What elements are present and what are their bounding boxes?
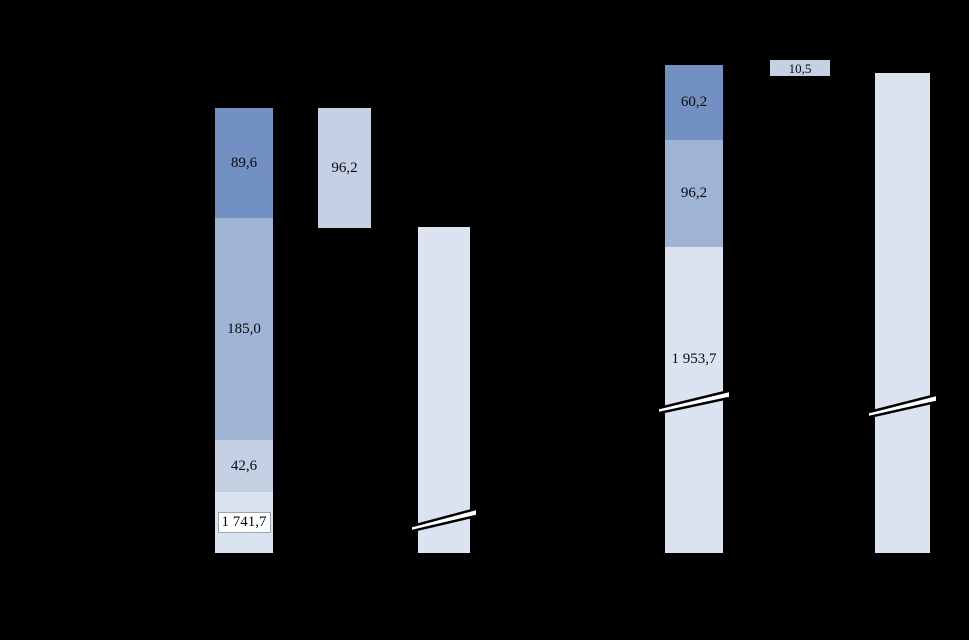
data-label: 96,2: [331, 159, 358, 176]
data-label: 42,6: [230, 457, 258, 474]
data-label: 185,0: [227, 320, 261, 337]
bar-segment: 185,0: [215, 218, 273, 440]
data-label: 10,5: [788, 60, 812, 76]
bar-segment: 96,2: [318, 108, 371, 228]
bar-segment: 60,2: [665, 65, 723, 140]
bar-segment: [418, 227, 470, 553]
bar-6-total: [869, 73, 936, 553]
data-label: 96,2: [680, 185, 708, 201]
data-label: 60,2: [680, 94, 708, 110]
stacked-bar-4: 60,2 96,2 1 953,7: [659, 65, 729, 553]
bar-segment: 1 953,7: [665, 247, 723, 553]
bar-5: 10,5: [770, 60, 830, 76]
bar-segment: 96,2: [665, 140, 723, 247]
data-label: 1 741,7: [217, 512, 271, 533]
data-label: 89,6: [230, 154, 258, 171]
bar-segment: 42,6: [215, 440, 273, 492]
bar-segment: [875, 73, 930, 553]
bar-segment: 10,5: [770, 60, 830, 76]
data-label: 1 953,7: [671, 351, 717, 367]
bar-2: 96,2: [318, 108, 371, 228]
stacked-bar-1: 89,6 185,0 42,6 1 741,7: [215, 108, 273, 553]
bar-segment: 89,6: [215, 108, 273, 218]
bar-segment: 1 741,7: [215, 492, 273, 553]
bar-3-total: [412, 227, 476, 553]
